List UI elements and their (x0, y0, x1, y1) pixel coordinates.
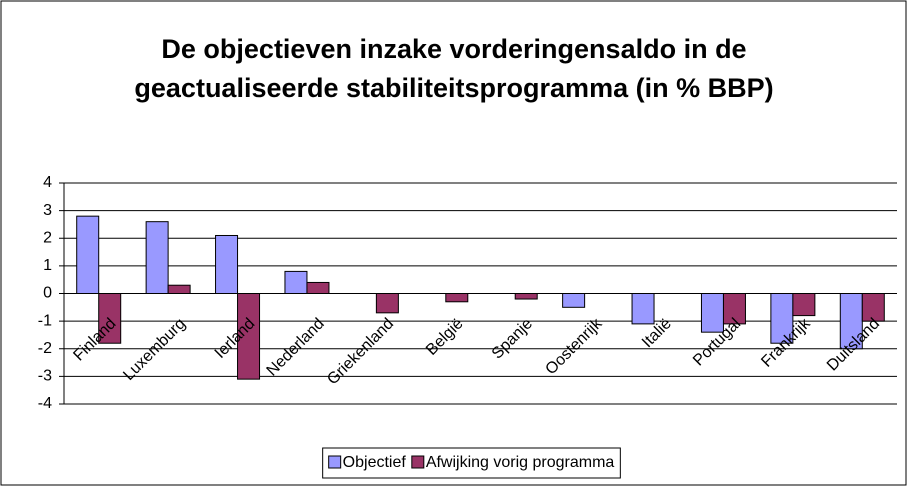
bar (514, 293, 538, 300)
legend-box (322, 447, 621, 479)
bar (284, 270, 308, 294)
bar (375, 293, 399, 314)
bar (167, 284, 191, 294)
y-tick-label: 4 (43, 174, 52, 191)
y-tick-label: -2 (38, 340, 52, 357)
bar (445, 293, 469, 303)
bar (792, 293, 816, 317)
y-tick-label: 1 (43, 257, 52, 274)
bar (306, 281, 330, 295)
legend-swatch (328, 455, 342, 469)
y-tick-label: 0 (43, 285, 52, 302)
bar (76, 215, 100, 294)
y-tick-label: -3 (38, 368, 52, 385)
legend-label: Afwijking vorig programma (426, 454, 615, 471)
chart-title: De objectieven inzake vorderingensaldo i… (134, 34, 774, 103)
bar (562, 293, 586, 308)
bar (215, 234, 239, 295)
legend-label: Objectief (343, 454, 407, 471)
bar (145, 221, 169, 294)
y-tick-label: -1 (38, 312, 52, 329)
legend: Objectief Afwijking vorig programma (322, 447, 621, 479)
legend-swatch (411, 455, 425, 469)
y-tick-label: 2 (43, 229, 52, 246)
bar (861, 293, 885, 322)
y-tick-label: 3 (43, 202, 52, 219)
y-tick-label: -4 (38, 395, 52, 412)
bar (631, 293, 655, 325)
